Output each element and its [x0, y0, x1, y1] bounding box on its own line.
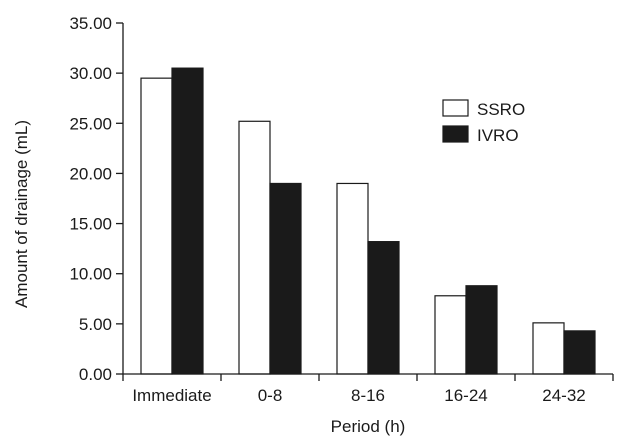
- legend-label-ivro: IVRO: [477, 126, 519, 145]
- x-tick-label: Immediate: [132, 386, 211, 405]
- bar-ivro-0-8: [269, 182, 302, 375]
- bar-ivro-24-32: [563, 330, 596, 375]
- y-tick-label: 30.00: [69, 64, 112, 83]
- bar-ivro-8-16: [367, 241, 400, 375]
- legend: SSRO IVRO: [442, 99, 525, 145]
- bar-ssro-24-32: [532, 322, 565, 375]
- bar-ivro-immediate: [171, 67, 204, 375]
- y-tick-label: 25.00: [69, 114, 112, 133]
- y-axis-label: Amount of drainage (mL): [12, 120, 31, 308]
- legend-label-ssro: SSRO: [477, 100, 525, 119]
- y-tick-label: 0.00: [79, 365, 112, 384]
- x-tick-label: 0-8: [258, 386, 283, 405]
- chart-marks: [140, 67, 596, 375]
- bar-ssro-0-8: [238, 120, 271, 375]
- y-tick-label: 5.00: [79, 315, 112, 334]
- x-tick-label: 24-32: [542, 386, 585, 405]
- y-tick-label: 20.00: [69, 164, 112, 183]
- y-tick-label: 15.00: [69, 215, 112, 234]
- chart-axes: 0.00 5.00 10.00 15.00 20.00 25.00 30.00 35.00 Im…: [69, 14, 614, 405]
- y-tick-label: 10.00: [69, 265, 112, 284]
- bar-ssro-16-24: [434, 295, 467, 375]
- legend-swatch-ssro: [442, 99, 469, 117]
- legend-swatch-ivro: [442, 125, 469, 143]
- y-tick-label: 35.00: [69, 14, 112, 33]
- x-tick-label: 8-16: [351, 386, 385, 405]
- bar-ssro-8-16: [336, 182, 369, 375]
- x-axis-label: Period (h): [331, 417, 406, 436]
- x-tick-label: 16-24: [444, 386, 487, 405]
- bar-ssro-immediate: [140, 77, 173, 375]
- bar-ivro-16-24: [465, 285, 498, 375]
